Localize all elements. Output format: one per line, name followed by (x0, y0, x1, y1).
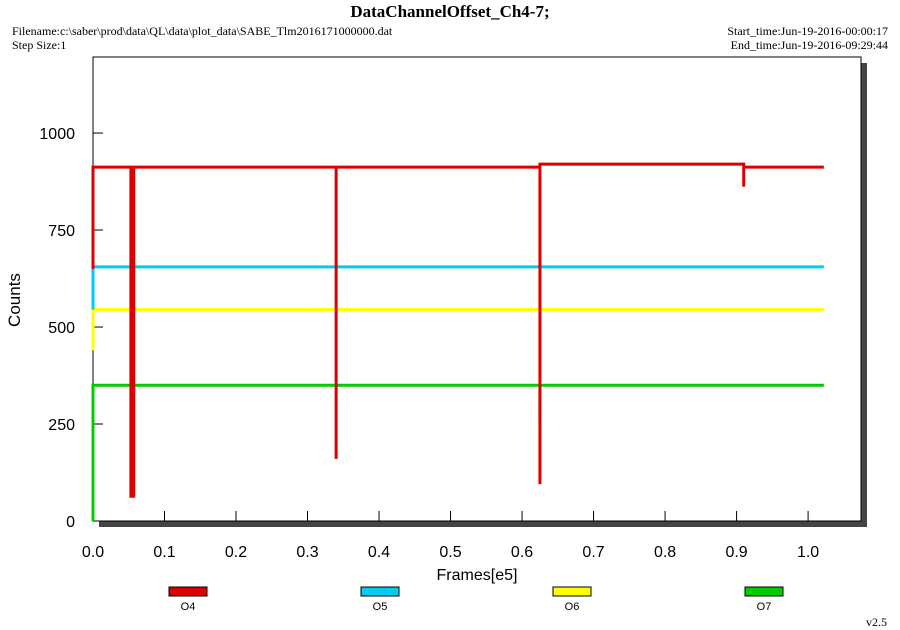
y-tick-label: 750 (48, 223, 75, 240)
legend-label: O7 (757, 601, 772, 613)
legend-swatch (168, 586, 208, 597)
y-axis-label: Counts (5, 273, 24, 327)
y-tick-label: 250 (48, 417, 75, 434)
x-tick-label: 0.1 (153, 544, 175, 561)
legend-swatch (360, 586, 400, 597)
legend-label: O4 (181, 601, 196, 613)
legend-swatch (552, 586, 592, 597)
step-size: Step Size:1 (12, 38, 66, 52)
filename: Filename:c:\saber\prod\data\QL\data\plot… (12, 24, 393, 38)
legend-label: O5 (373, 601, 388, 613)
x-tick-label: 0.8 (654, 544, 676, 561)
x-tick-label: 0.4 (368, 544, 390, 561)
x-tick-label: 0.9 (725, 544, 747, 561)
x-tick-label: 0.0 (82, 544, 104, 561)
x-axis-label: Frames[e5] (437, 567, 518, 584)
y-tick-label: 500 (48, 320, 75, 337)
x-tick-label: 0.5 (439, 544, 461, 561)
x-tick-label: 0.2 (225, 544, 247, 561)
legend-swatch (744, 586, 784, 597)
legend-label: O6 (565, 601, 580, 613)
x-tick-label: 0.6 (511, 544, 533, 561)
series-line (91, 162, 824, 498)
y-tick-label: 1000 (39, 126, 75, 143)
version: v2.5 (866, 615, 887, 629)
x-tick-label: 0.3 (296, 544, 318, 561)
x-tick-label: 1.0 (797, 544, 819, 561)
plot-area (92, 56, 862, 522)
x-tick-label: 0.7 (582, 544, 604, 561)
chart-title: DataChannelOffset_Ch4-7; (350, 2, 549, 21)
end-time: End_time:Jun-19-2016-09:29:44 (731, 38, 888, 52)
y-tick-label: 0 (66, 514, 75, 531)
start-time: Start_time:Jun-19-2016-00:00:17 (727, 24, 888, 38)
